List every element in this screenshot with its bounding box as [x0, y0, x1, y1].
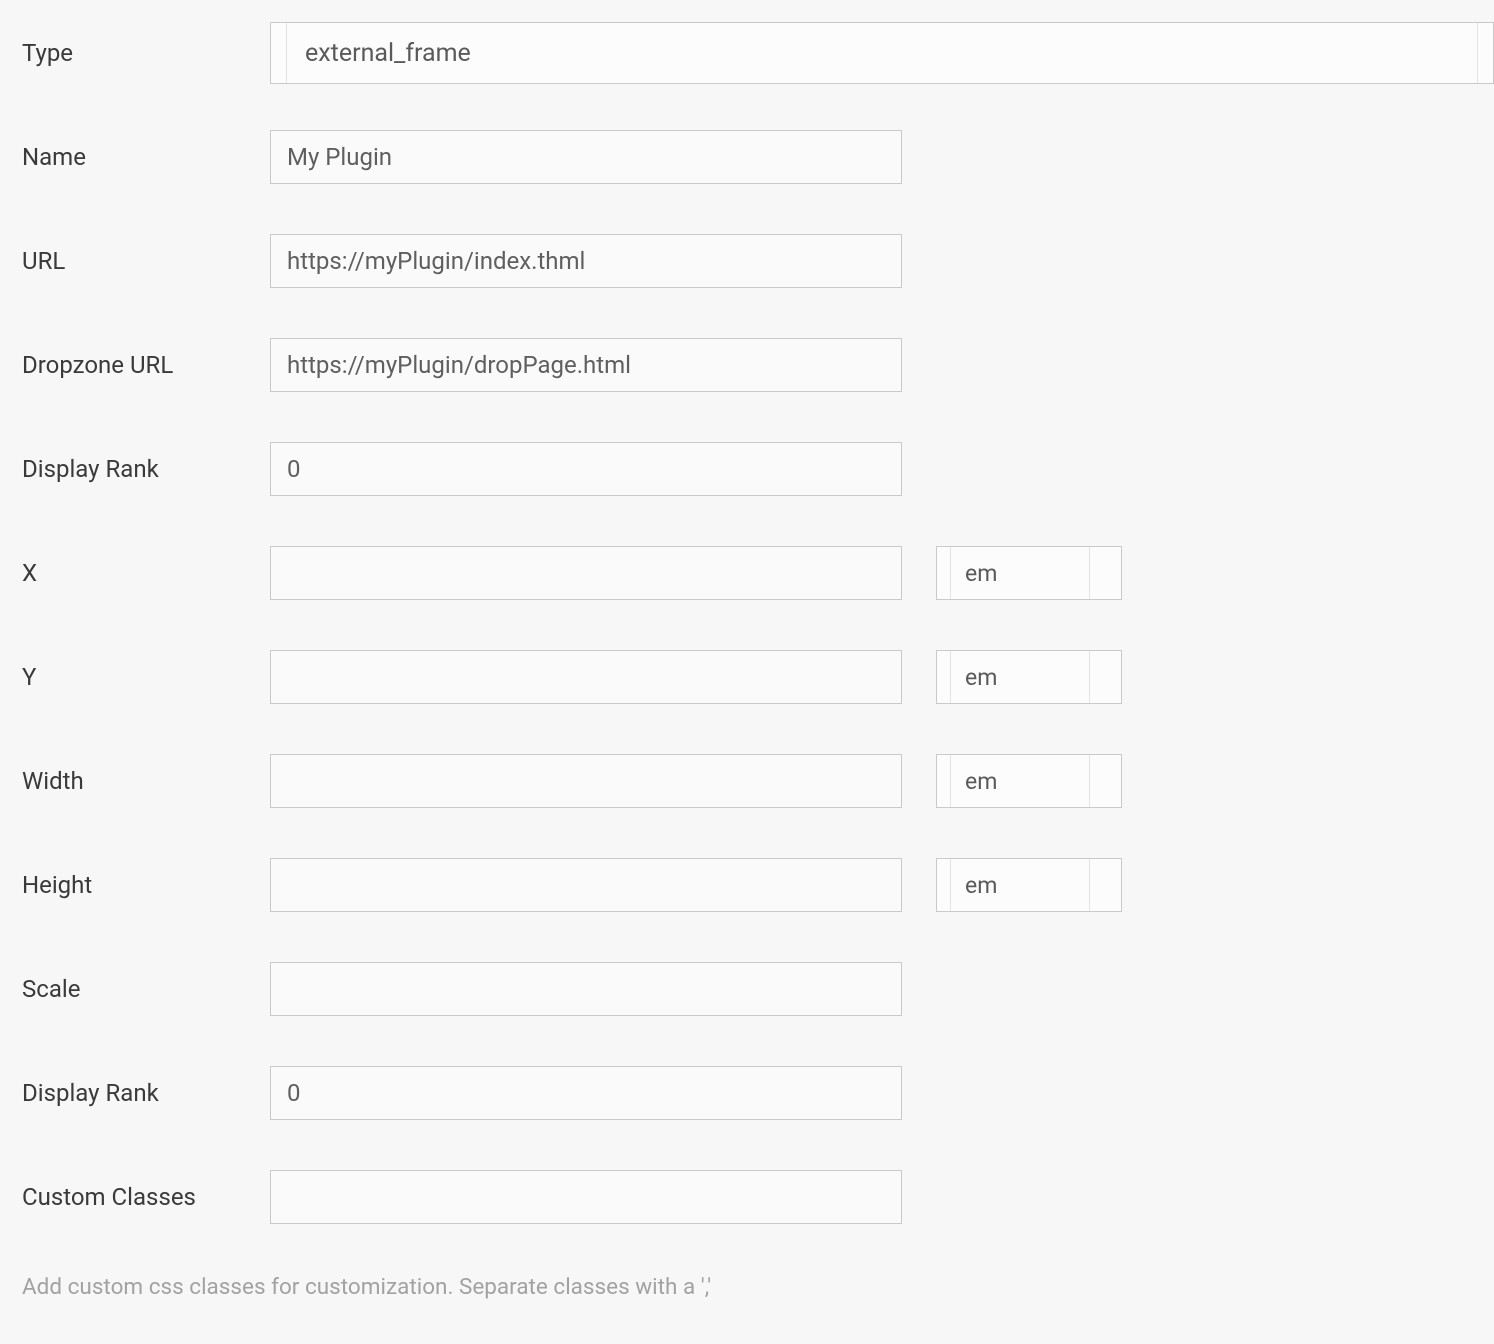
row-custom-classes: Custom Classes [22, 1170, 1494, 1224]
height-input[interactable] [270, 858, 902, 912]
x-unit-value: em [951, 547, 1089, 599]
width-input[interactable] [270, 754, 902, 808]
label-display-rank: Display Rank [22, 455, 270, 483]
label-custom-classes: Custom Classes [22, 1183, 270, 1211]
row-url: URL [22, 234, 1494, 288]
label-width: Width [22, 767, 270, 795]
custom-classes-input[interactable] [270, 1170, 902, 1224]
label-y: Y [22, 663, 270, 691]
dropzone-url-input[interactable] [270, 338, 902, 392]
row-x: X em [22, 546, 1494, 600]
label-x: X [22, 559, 270, 587]
label-url: URL [22, 247, 270, 275]
select-right-handle [1089, 755, 1121, 807]
label-display-rank-2: Display Rank [22, 1079, 270, 1107]
height-unit-select[interactable]: em [936, 858, 1122, 912]
y-unit-value: em [951, 651, 1089, 703]
name-input[interactable] [270, 130, 902, 184]
select-left-handle [271, 23, 287, 83]
display-rank-input[interactable] [270, 442, 902, 496]
y-unit-select[interactable]: em [936, 650, 1122, 704]
width-unit-value: em [951, 755, 1089, 807]
label-scale: Scale [22, 975, 270, 1003]
row-width: Width em [22, 754, 1494, 808]
x-input[interactable] [270, 546, 902, 600]
y-input[interactable] [270, 650, 902, 704]
type-select[interactable]: external_frame [270, 22, 1494, 84]
custom-classes-help: Add custom css classes for customization… [22, 1274, 1494, 1300]
select-right-handle [1089, 859, 1121, 911]
url-input[interactable] [270, 234, 902, 288]
display-rank-2-input[interactable] [270, 1066, 902, 1120]
x-unit-select[interactable]: em [936, 546, 1122, 600]
row-scale: Scale [22, 962, 1494, 1016]
label-height: Height [22, 871, 270, 899]
label-type: Type [22, 39, 270, 67]
type-select-value: external_frame [287, 23, 1477, 83]
scale-input[interactable] [270, 962, 902, 1016]
select-right-handle [1089, 651, 1121, 703]
select-left-handle [937, 651, 951, 703]
height-unit-value: em [951, 859, 1089, 911]
row-name: Name [22, 130, 1494, 184]
width-unit-select[interactable]: em [936, 754, 1122, 808]
row-dropzone-url: Dropzone URL [22, 338, 1494, 392]
label-dropzone-url: Dropzone URL [22, 351, 270, 379]
row-display-rank: Display Rank [22, 442, 1494, 496]
row-display-rank-2: Display Rank [22, 1066, 1494, 1120]
select-left-handle [937, 547, 951, 599]
row-height: Height em [22, 858, 1494, 912]
select-left-handle [937, 755, 951, 807]
select-left-handle [937, 859, 951, 911]
row-y: Y em [22, 650, 1494, 704]
plugin-config-form: Type external_frame Name URL Dropzone UR… [0, 0, 1494, 1322]
select-right-handle [1089, 547, 1121, 599]
row-type: Type external_frame [22, 22, 1494, 84]
select-right-handle [1477, 23, 1493, 83]
label-name: Name [22, 143, 270, 171]
